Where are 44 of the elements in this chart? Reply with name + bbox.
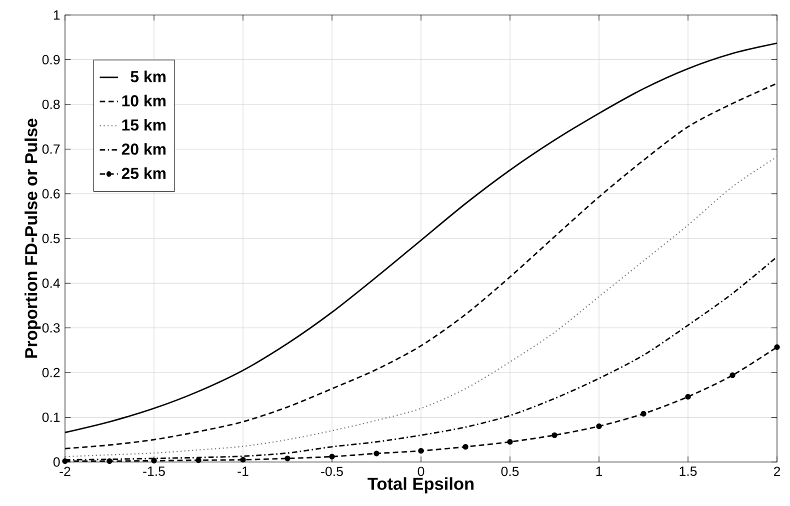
point — [240, 456, 246, 463]
legend-label: 20 km — [122, 143, 166, 155]
x-tick-label: -1 — [238, 466, 248, 476]
point — [62, 458, 68, 464]
point — [507, 439, 513, 445]
point — [462, 444, 468, 450]
y-tick-label: 0.3 — [42, 323, 60, 333]
y-tick-label: 0.9 — [42, 54, 60, 64]
y-tick-label: 0.6 — [42, 189, 60, 198]
x-tick-label: -0.5 — [321, 466, 343, 476]
x-tick-label: -1.5 — [143, 466, 165, 476]
line-series — [64, 156, 778, 458]
legend-label: 25 km — [122, 167, 166, 179]
point — [596, 423, 602, 430]
point — [329, 454, 335, 460]
point — [106, 458, 112, 464]
legend-label: 15 km — [122, 118, 166, 131]
x-tick-label: 1.5 — [680, 466, 697, 476]
point — [151, 458, 157, 464]
x-tick-label: 0 — [418, 466, 424, 476]
y-tick-label: 1 — [54, 10, 60, 20]
x-tick-label: 2 — [774, 466, 780, 476]
y-tick-label: 0.4 — [42, 278, 60, 288]
point — [374, 450, 380, 456]
y-tick-label: 0.8 — [42, 100, 60, 110]
x-axis-title: Total Epsilon — [368, 477, 474, 494]
y-tick-label: 0.5 — [42, 234, 60, 244]
point — [418, 448, 424, 454]
y-tick-label: 0.7 — [42, 144, 60, 154]
point — [685, 394, 691, 400]
y-tick-label: 0.2 — [42, 368, 60, 378]
x-tick-label: -2 — [60, 466, 70, 476]
x-tick-label: 0.5 — [501, 466, 519, 476]
point — [284, 456, 290, 462]
point — [730, 372, 736, 378]
y-tick-label: 0.1 — [42, 412, 60, 422]
point — [552, 432, 558, 438]
y-tick-label: 0 — [53, 457, 60, 467]
point — [774, 344, 780, 350]
point — [640, 410, 646, 417]
legend-label: 5 km — [130, 70, 166, 82]
x-tick-label: 1 — [596, 466, 602, 476]
y-axis-title: Proportion FD-Pulse or Pulse — [24, 118, 41, 358]
legend-label: 10 km — [122, 94, 166, 106]
